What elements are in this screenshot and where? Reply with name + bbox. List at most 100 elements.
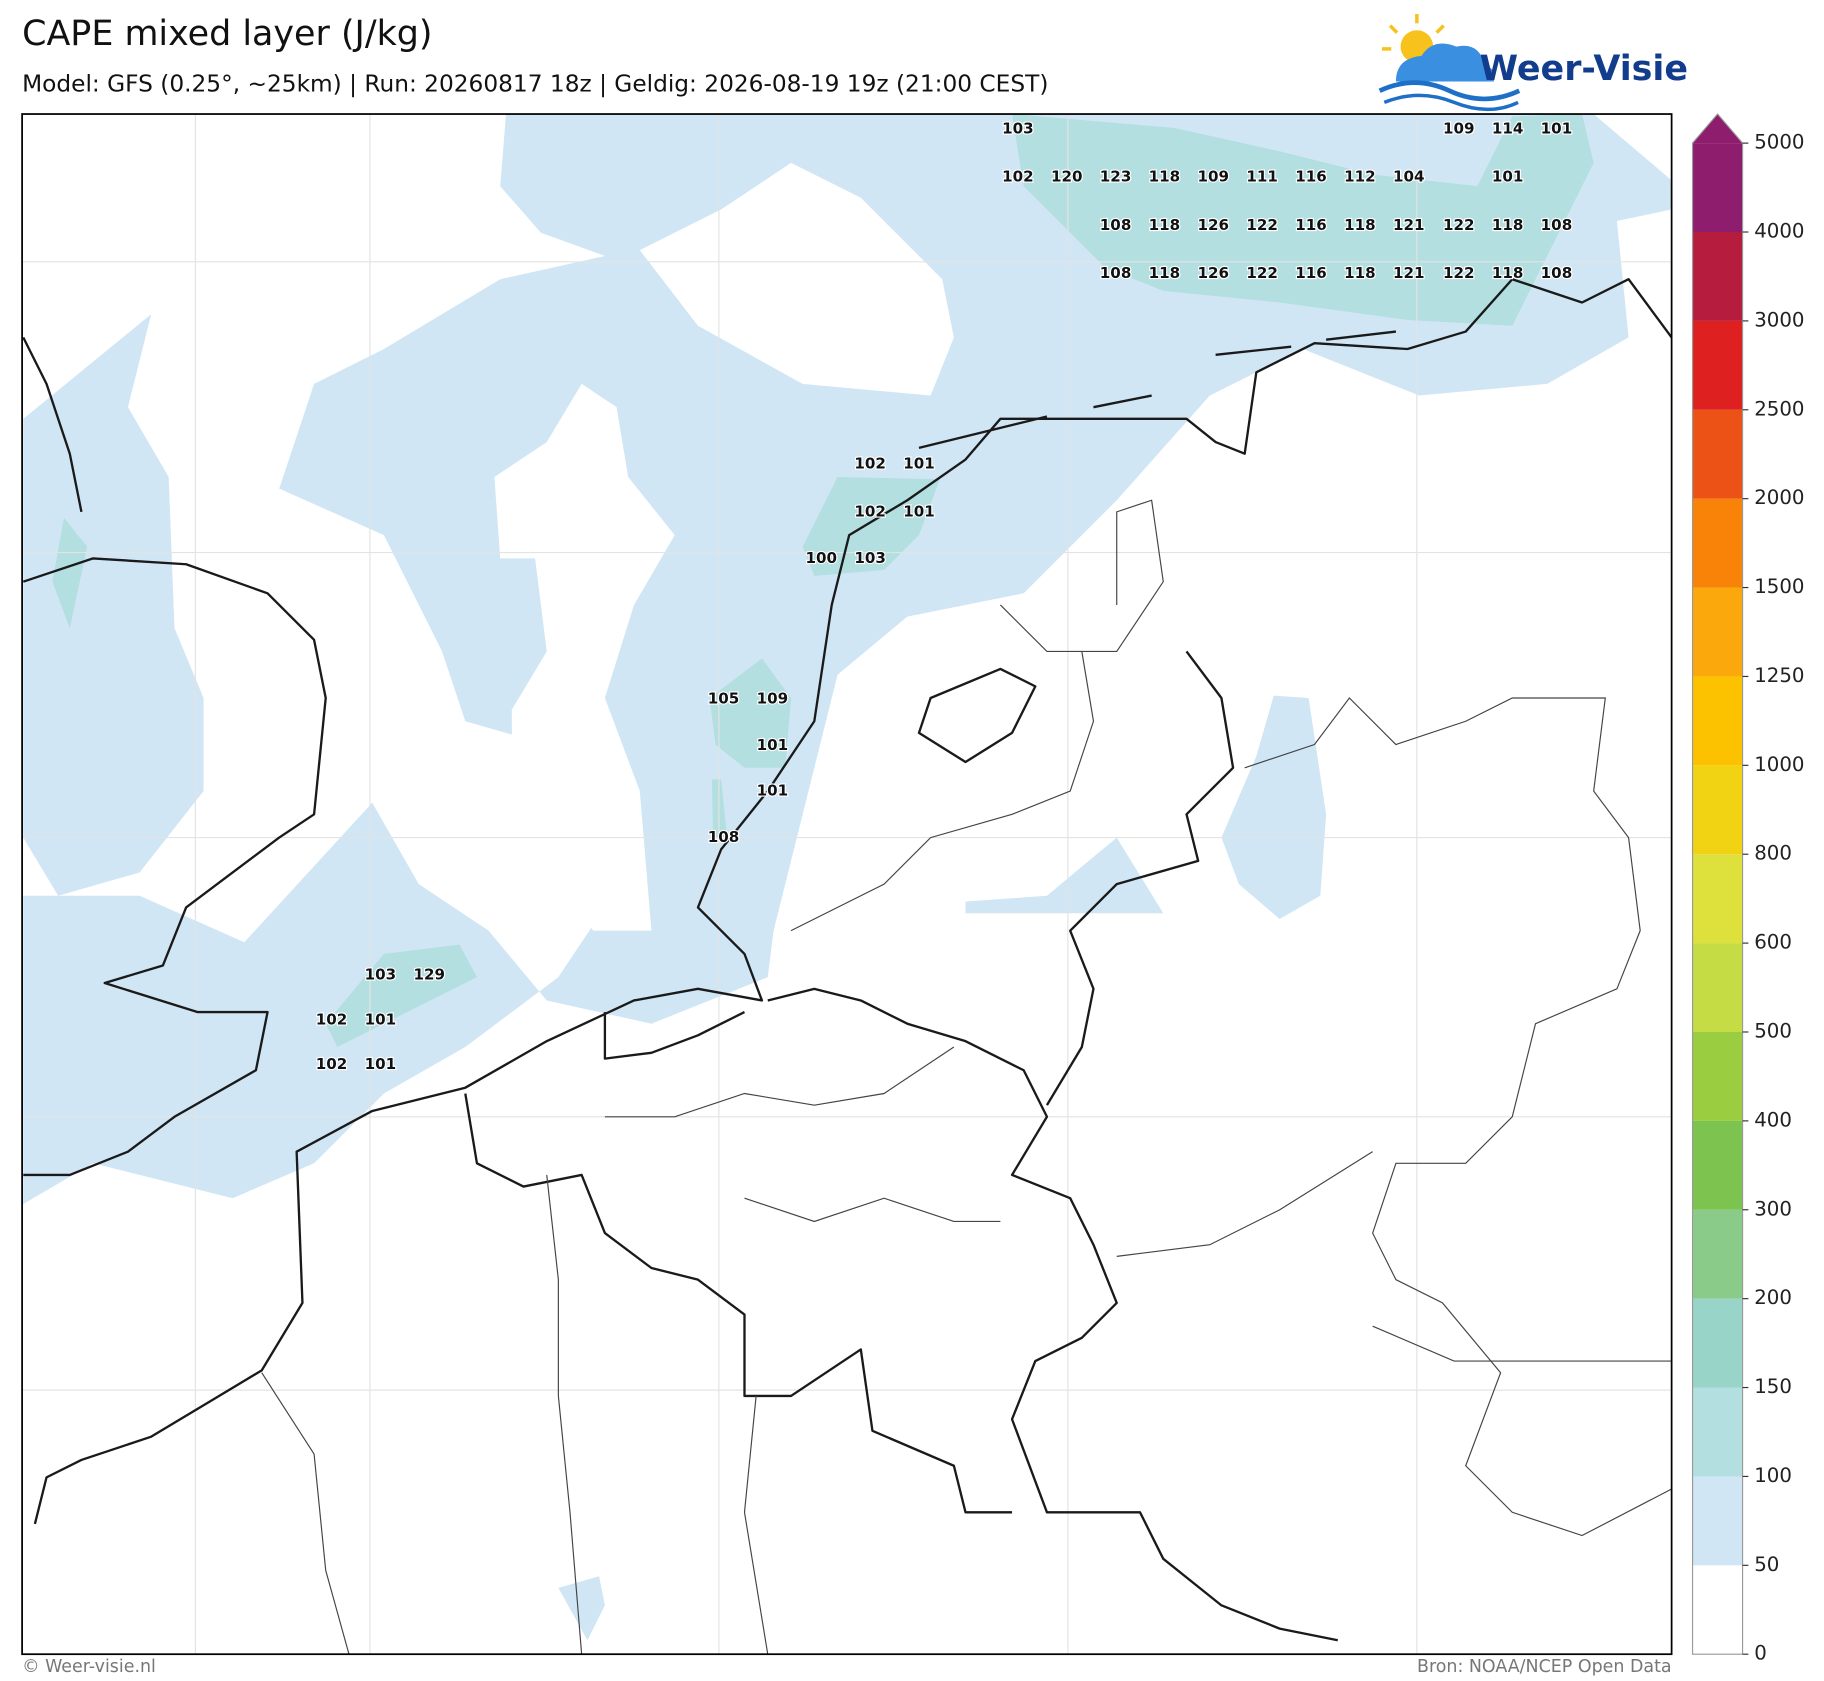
cape-value-label: 118	[1344, 264, 1376, 282]
cape-value-label: 101	[903, 502, 935, 520]
country-border	[1045, 650, 1235, 1106]
colorbar-segment	[1692, 409, 1743, 499]
cape-value-label: 116	[1295, 167, 1327, 185]
cape-value-label: 105	[708, 690, 740, 708]
cape-value-label: 101	[1492, 167, 1524, 185]
colorbar-tick-label: 1250	[1754, 664, 1804, 687]
map-frame	[21, 113, 1673, 1656]
cape-value-label: 120	[1051, 167, 1083, 185]
colorbar-tick-label: 2000	[1754, 486, 1804, 509]
cape-area	[558, 1576, 605, 1641]
coastline	[917, 667, 1037, 764]
cape-value-label: 108	[708, 828, 740, 846]
logo-wave	[1383, 93, 1519, 112]
region-border	[261, 1046, 1672, 1655]
cape-value-label: 126	[1198, 216, 1230, 234]
cape-value-label: 108	[1100, 216, 1132, 234]
logo-text: Weer-Visie	[1480, 49, 1688, 89]
cape-value-label: 101	[757, 782, 789, 800]
cape-value-label: 118	[1149, 167, 1181, 185]
cape-value-label: 109	[757, 690, 789, 708]
cape-value-label: 103	[1002, 120, 1034, 138]
colorbar-tick-label: 500	[1754, 1019, 1792, 1042]
cape-value-label: 108	[1541, 216, 1573, 234]
cape-value-label: 101	[757, 736, 789, 754]
colorbar-tick-label: 4000	[1754, 220, 1804, 243]
colorbar-segment	[1692, 1209, 1743, 1299]
colorbar-tick-label: 600	[1754, 931, 1792, 954]
colorbar-segment	[1692, 1031, 1743, 1121]
cape-value-label: 118	[1149, 264, 1181, 282]
cape-area-high	[709, 658, 792, 768]
cape-value-label: 118	[1344, 216, 1376, 234]
cape-value-label: 101	[365, 1011, 397, 1029]
cape-value-label: 108	[1541, 264, 1573, 282]
coastline	[33, 278, 1672, 1525]
colorbar-tick-label: 1500	[1754, 575, 1804, 598]
cape-value-label: 121	[1393, 264, 1425, 282]
colorbar-tick-label: 300	[1754, 1197, 1792, 1220]
colorbar: 0 50 100 150 200 300 400 500 600 800 1000 1250 1500 2…	[1691, 113, 1805, 1665]
cape-value-label: 104	[1393, 167, 1425, 185]
cape-value-label: 102	[854, 502, 886, 520]
colorbar-segment	[1692, 1476, 1743, 1566]
colorbar-tick-label: 5000	[1754, 131, 1804, 154]
logo-rays	[1381, 13, 1445, 51]
colorbar-tick-label: 50	[1754, 1553, 1779, 1576]
cape-gap	[639, 162, 954, 396]
cape-value-label: 109	[1443, 120, 1475, 138]
cape-area	[965, 837, 1164, 914]
colorbar-segment	[1692, 1298, 1743, 1388]
cape-value-label: 102	[854, 455, 886, 473]
colorbar-tick-label: 2500	[1754, 397, 1804, 420]
colorbar-tick-label: 100	[1754, 1464, 1792, 1487]
cape-value-label: 118	[1149, 216, 1181, 234]
cape-value-label: 100	[805, 549, 837, 567]
region-border	[790, 499, 1672, 1537]
coastline	[22, 557, 327, 1177]
map: 103 109 114 101 102 120 123 118 109 111 116 112 104 1…	[21, 113, 1673, 1656]
colorbar-tick-label: 3000	[1754, 308, 1804, 331]
cape-value-label: 122	[1443, 216, 1475, 234]
colorbar-segment	[1692, 498, 1743, 588]
cape-area	[1221, 695, 1327, 920]
title: CAPE mixed layer (J/kg)	[22, 14, 432, 54]
cape-value-label: 103	[854, 549, 886, 567]
colorbar-segment	[1692, 943, 1743, 1032]
logo-cloud	[1395, 43, 1495, 82]
cape-value-label: 129	[413, 965, 445, 983]
colorbar-segment	[1692, 1565, 1743, 1655]
cape-value-label: 101	[1541, 120, 1573, 138]
colorbar-tick-label: 1000	[1754, 753, 1804, 776]
colorbar-segment	[1692, 587, 1743, 677]
colorbar-tick-label: 200	[1754, 1286, 1792, 1309]
cape-value-label: 122	[1246, 216, 1278, 234]
colorbar-segment	[1692, 765, 1743, 855]
cape-value-label: 102	[316, 1055, 348, 1073]
colorbar-segment	[1692, 143, 1743, 233]
footer-credit: © Weer-visie.nl	[22, 1657, 156, 1677]
cape-value-label: 122	[1246, 264, 1278, 282]
cape-value-label: 103	[365, 965, 397, 983]
cape-area-high	[52, 517, 88, 629]
cape-gap	[494, 383, 675, 931]
cape-value-label: 101	[903, 455, 935, 473]
cape-value-label: 112	[1344, 167, 1376, 185]
cape-area-high	[1012, 114, 1594, 326]
colorbar-tick-label: 0	[1754, 1642, 1767, 1665]
colorbar-segment	[1692, 1387, 1743, 1477]
coastline	[22, 336, 83, 513]
colorbar-segment	[1692, 1120, 1743, 1210]
subtitle: Model: GFS (0.25°, ~25km) | Run: 2026081…	[22, 70, 1048, 97]
cape-value-label: 109	[1198, 167, 1230, 185]
colorbar-segment	[1692, 320, 1743, 410]
cape-value-label: 108	[1100, 264, 1132, 282]
cape-value-label: 101	[365, 1055, 397, 1073]
logo-wave	[1378, 80, 1521, 102]
colorbar-outline	[1691, 113, 1744, 1655]
footer-source: Bron: NOAA/NCEP Open Data	[1417, 1657, 1672, 1677]
cape-area-high	[325, 944, 477, 1047]
colorbar-tick-label: 400	[1754, 1108, 1792, 1131]
country-border	[464, 1093, 1013, 1514]
